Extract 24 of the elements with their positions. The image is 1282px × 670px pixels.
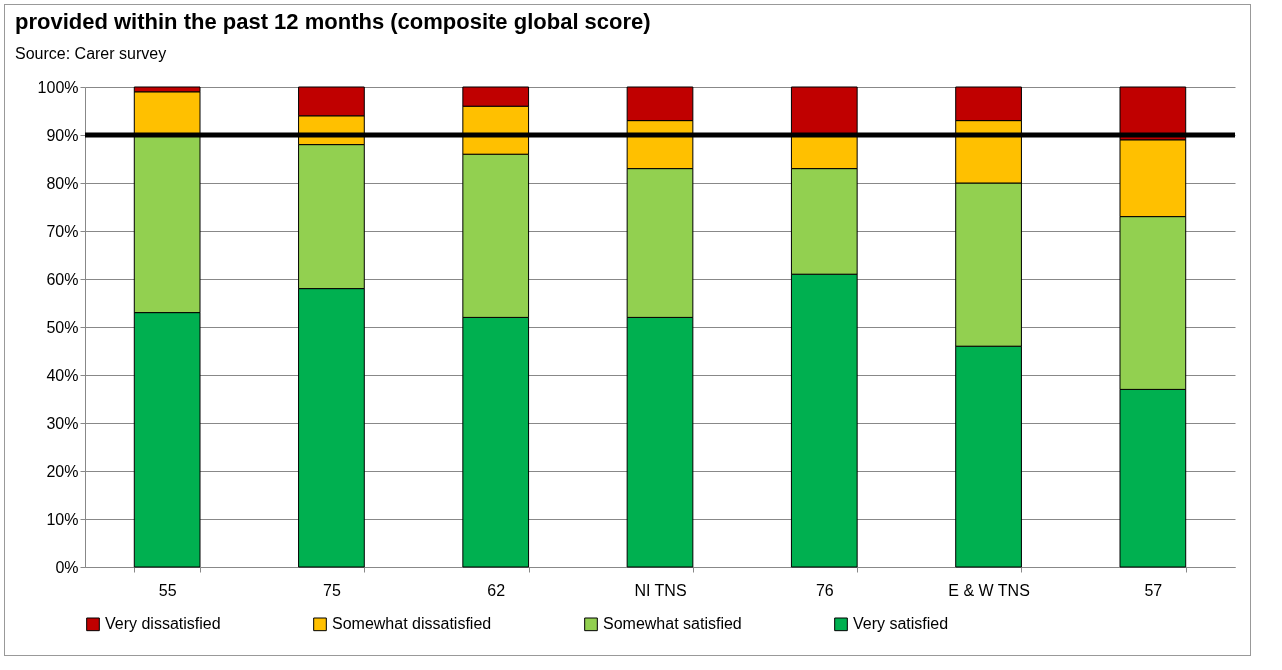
y-tick-label: 60% (46, 270, 79, 288)
y-tick-label: 10% (46, 510, 79, 528)
x-tick-label: 62 (487, 581, 506, 599)
x-tick-label: 75 (323, 581, 341, 599)
x-tick-label: 57 (1144, 581, 1163, 599)
x-tick-label: 55 (158, 581, 177, 599)
y-tick-label: 20% (46, 462, 79, 480)
legend-label: Somewhat satisfied (603, 615, 742, 633)
x-tick-label: E & W TNS (948, 581, 1030, 599)
y-tick-label: 90% (46, 126, 79, 144)
legend-label: Somewhat dissatisfied (332, 615, 492, 633)
chart-title: provided within the past 12 months (composite global score) (15, 9, 651, 34)
legend-label: Very satisfied (853, 615, 949, 633)
legend-label: Very dissatisfied (105, 615, 221, 633)
source-note: Source: Carer survey (15, 45, 167, 62)
y-tick-label: 40% (46, 366, 79, 384)
x-tick-label: 76 (815, 581, 834, 599)
x-tick-label: NI TNS (634, 581, 687, 599)
y-tick-label: 30% (46, 414, 79, 432)
y-tick-label: 100% (37, 78, 79, 96)
y-tick-label: 0% (55, 558, 79, 576)
y-tick-label: 70% (46, 222, 79, 240)
y-tick-label: 80% (46, 174, 79, 192)
y-tick-label: 50% (46, 318, 79, 336)
